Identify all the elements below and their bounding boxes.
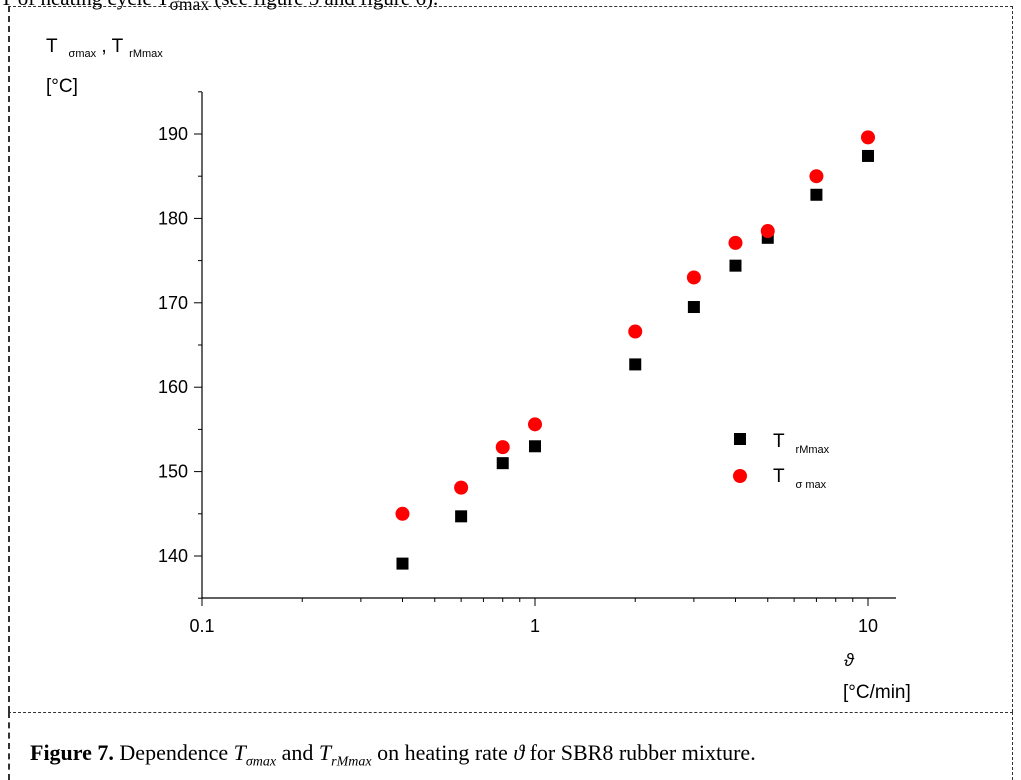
y-tick-label: 170 [158,293,188,313]
data-point-smax [528,417,542,432]
legend: T rMmax T σ max [733,431,830,491]
y-tick-label: 140 [158,546,188,566]
data-point-rmmax [862,149,874,162]
y-tick-label: 180 [158,208,188,228]
y-tick-label: 160 [158,377,188,397]
data-point-smax [395,506,410,521]
data-point-rmmax [629,358,642,371]
data-point-rmmax [687,301,700,314]
caption-frame [8,712,1013,780]
data-point-smax [760,224,775,239]
data-point-rmmax [496,457,509,470]
legend-label-rmmax: T rMmax [773,431,830,456]
figure-caption: Figure 7. Dependence Tσmax and TrMmax on… [30,740,756,770]
data-point-smax [686,270,701,285]
chart-points [395,130,875,570]
data-point-smax [628,324,643,339]
legend-label-smax: T σ max [773,466,827,491]
data-point-smax [454,480,469,495]
y-tick-label: 190 [158,124,188,144]
y-axis-unit: [°C] [46,76,78,97]
data-point-smax [861,130,875,145]
x-tick-label: 10 [858,616,878,636]
data-point-smax [495,440,510,455]
legend-marker-rmmax [734,433,746,445]
x-tick-label: 1 [530,616,540,636]
x-axis-symbol: ϑ [844,650,855,670]
scatter-chart: 140 150 160 170 180 190 0.1 1 10 T σmax , T rMma… [46,36,911,703]
data-point-rmmax [810,188,823,201]
data-point-smax [728,235,743,250]
data-point-rmmax [396,557,409,570]
y-tick-label: 150 [158,462,188,482]
legend-marker-smax [733,469,747,483]
data-point-rmmax [455,510,468,523]
x-axis-unit: [°C/min] [843,682,911,703]
figure-frame [8,6,1013,712]
chart-axes: 140 150 160 170 180 190 0.1 1 10 [158,91,896,636]
x-tick-label: 0.1 [189,616,214,636]
data-point-rmmax [529,440,541,453]
data-point-rmmax [729,259,742,272]
y-axis-label: T σmax , T rMmax [46,36,163,62]
data-point-smax [809,169,824,184]
